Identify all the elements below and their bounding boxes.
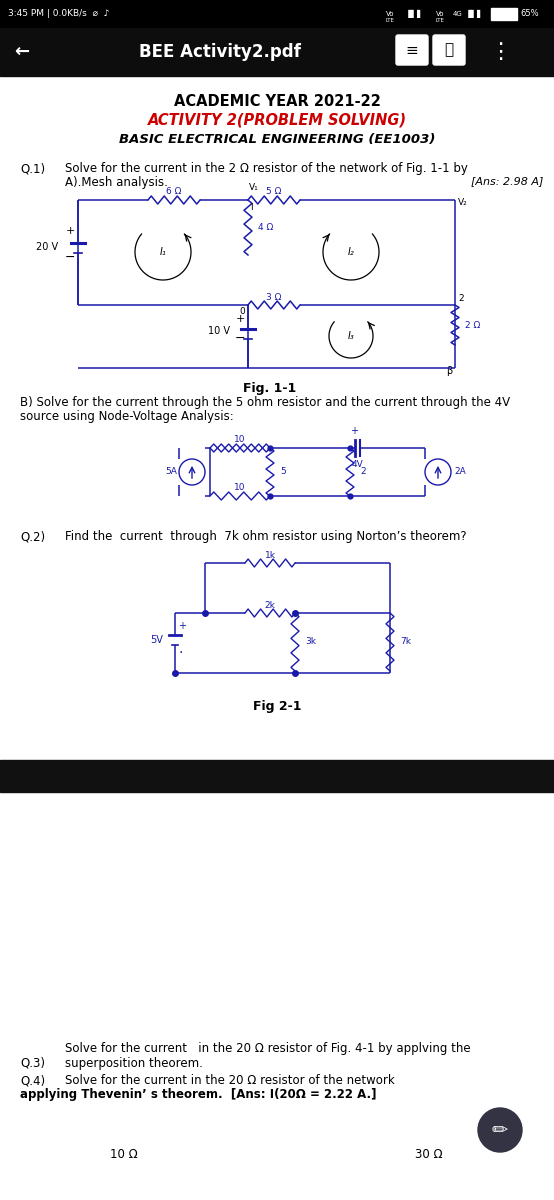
Circle shape	[478, 1108, 522, 1152]
Text: Solve for the current in the 20 Ω resistor of the network: Solve for the current in the 20 Ω resist…	[65, 1074, 395, 1087]
Text: Fig. 1-1: Fig. 1-1	[243, 382, 296, 395]
Text: ✏: ✏	[492, 1121, 508, 1140]
Text: 10 V: 10 V	[208, 326, 230, 336]
Text: +: +	[65, 227, 75, 236]
Text: 2k: 2k	[265, 600, 275, 610]
Text: 30 Ω: 30 Ω	[415, 1148, 443, 1162]
Text: LTE: LTE	[386, 18, 394, 23]
Text: 2: 2	[360, 468, 366, 476]
Text: 65%: 65%	[520, 10, 538, 18]
Text: β: β	[446, 366, 452, 376]
Bar	[0, 760, 554, 792]
Text: ▐▌▌: ▐▌▌	[465, 10, 485, 18]
Text: 4 Ω: 4 Ω	[258, 223, 273, 232]
Text: 4V: 4V	[351, 460, 363, 469]
Text: 6 Ω: 6 Ω	[166, 187, 182, 197]
Text: LTE: LTE	[435, 18, 444, 23]
Text: B) Solve for the current through the 5 ohm resistor and the current through the : B) Solve for the current through the 5 o…	[20, 396, 510, 409]
Text: [Ans: 2.98 A]: [Ans: 2.98 A]	[471, 176, 543, 186]
Text: ▐▌▌: ▐▌▌	[405, 10, 425, 18]
Text: +: +	[235, 313, 245, 324]
Text: source using Node-Voltage Analysis:: source using Node-Voltage Analysis:	[20, 410, 234, 422]
Text: 2: 2	[458, 294, 464, 302]
Text: A).Mesh analysis.: A).Mesh analysis.	[65, 176, 168, 188]
Text: Fig 2-1: Fig 2-1	[253, 700, 301, 713]
Text: ·: ·	[178, 646, 182, 660]
Text: I: I	[250, 203, 253, 212]
Text: I₁: I₁	[160, 247, 166, 257]
Text: Vo: Vo	[386, 11, 394, 17]
Text: 7k: 7k	[400, 637, 411, 647]
Text: applying Thevenin’ s theorem.  [Ans: I(20Ω = 2.22 A.]: applying Thevenin’ s theorem. [Ans: I(20…	[20, 1088, 377, 1102]
Text: 5V: 5V	[150, 635, 163, 646]
Text: BASIC ELECTRICAL ENGINEERING (EE1003): BASIC ELECTRICAL ENGINEERING (EE1003)	[119, 133, 435, 146]
Text: 2A: 2A	[454, 468, 466, 476]
Text: ←: ←	[14, 43, 29, 61]
Text: Vo: Vo	[436, 11, 444, 17]
Text: BEE Activity2.pdf: BEE Activity2.pdf	[139, 43, 301, 61]
Text: 10: 10	[234, 436, 246, 444]
Bar	[491, 8, 517, 20]
Text: ⌕: ⌕	[444, 42, 454, 58]
Text: +: +	[178, 622, 186, 631]
Text: ACADEMIC YEAR 2021-22: ACADEMIC YEAR 2021-22	[173, 95, 381, 109]
Text: 5: 5	[280, 468, 286, 476]
Text: 10: 10	[234, 484, 246, 492]
Text: 2 Ω: 2 Ω	[465, 320, 480, 330]
Text: 3 Ω: 3 Ω	[266, 293, 281, 301]
Text: Q.4): Q.4)	[20, 1074, 45, 1087]
Text: ACTIVITY 2(PROBLEM SOLVING): ACTIVITY 2(PROBLEM SOLVING)	[147, 113, 407, 127]
Text: 20 V: 20 V	[36, 242, 58, 252]
Bar	[0, 0, 554, 28]
Text: V₂: V₂	[458, 198, 468, 206]
FancyBboxPatch shape	[396, 35, 428, 65]
Bar	[490, 7, 530, 20]
Text: 1k: 1k	[264, 551, 275, 559]
Text: Q.3): Q.3)	[20, 1057, 45, 1070]
Text: Find the  current  through  7k ohm resistor using Norton’s theorem?: Find the current through 7k ohm resistor…	[65, 530, 466, 542]
Text: superposition theorem.: superposition theorem.	[65, 1057, 203, 1070]
Text: 5 Ω: 5 Ω	[266, 187, 281, 197]
Text: 0: 0	[239, 307, 245, 316]
Text: −: −	[235, 331, 245, 344]
FancyBboxPatch shape	[433, 35, 465, 65]
Bar	[0, 28, 554, 76]
Text: 10 Ω: 10 Ω	[110, 1148, 138, 1162]
Text: −: −	[65, 251, 75, 264]
Text: Q.1): Q.1)	[20, 162, 45, 175]
Text: 4G: 4G	[453, 11, 463, 17]
Text: 3k: 3k	[305, 637, 316, 647]
Text: ≡: ≡	[406, 42, 418, 58]
Text: Solve for the current   in the 20 Ω resistor of Fig. 4-1 by applving the: Solve for the current in the 20 Ω resist…	[65, 1042, 471, 1055]
Text: V₁: V₁	[249, 182, 259, 192]
Text: +: +	[350, 426, 358, 436]
Text: I₃: I₃	[347, 331, 355, 341]
Text: I₂: I₂	[347, 247, 355, 257]
Text: ⋮: ⋮	[489, 42, 511, 62]
Text: Solve for the current in the 2 Ω resistor of the network of Fig. 1-1 by: Solve for the current in the 2 Ω resisto…	[65, 162, 468, 175]
Text: 5A: 5A	[165, 468, 177, 476]
Text: Q.2): Q.2)	[20, 530, 45, 542]
Text: 3:45 PM | 0.0KB/s  ⌀  ♪: 3:45 PM | 0.0KB/s ⌀ ♪	[8, 10, 109, 18]
